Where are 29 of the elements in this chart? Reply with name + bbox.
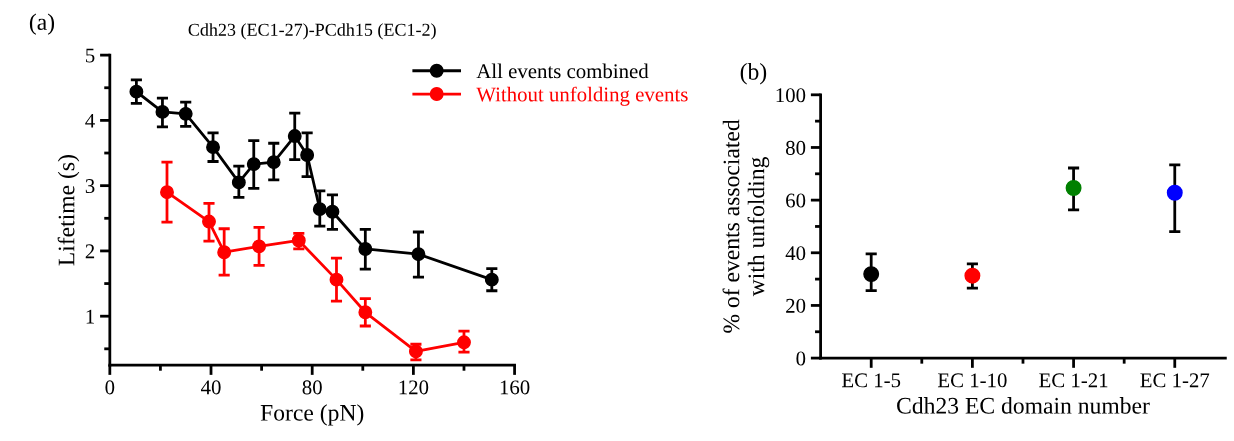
y-tick-label: 1 (86, 309, 94, 324)
x-axis-title: Force (pN) (260, 404, 364, 426)
y-tick-label: 80 (785, 140, 806, 155)
x-tick-label: EC 1-10 (937, 373, 1007, 388)
y-tick-label: 100 (776, 88, 806, 103)
y-axis-title: % of events associated with unfolding (722, 119, 770, 333)
x-tick-label: 120 (399, 380, 429, 395)
text: (b) (740, 63, 767, 85)
chart-title: Cdh23 (EC1-27)-PCdh15 (EC1-2) (188, 23, 436, 40)
y-tick-label: 40 (785, 246, 806, 261)
x-tick-label: 80 (302, 380, 322, 395)
x-tick-label: 160 (500, 380, 530, 395)
y-tick-label: 5 (86, 48, 95, 63)
x-tick-label: EC 1-5 (842, 373, 901, 388)
y-tick-label: 2 (85, 244, 95, 259)
y-axis-title: Lifetime (s) (57, 155, 80, 266)
x-tick-label: EC 1-21 (1039, 373, 1108, 388)
x-tick-label: EC 1-27 (1140, 373, 1210, 388)
y-tick-label: 20 (786, 298, 806, 313)
text: (a) (29, 13, 55, 35)
x-tick-label: 0 (105, 380, 115, 395)
x-axis-title: Cdh23 EC domain number (897, 397, 1150, 414)
legend-label: All events combined (476, 63, 649, 79)
legend-label: Without unfolding events (476, 86, 688, 106)
y-tick-label: 3 (85, 179, 95, 194)
y-tick-label: 0 (796, 351, 806, 366)
y-tick-label: 60 (786, 193, 806, 208)
x-tick-label: 40 (201, 380, 221, 395)
y-tick-label: 4 (85, 113, 95, 128)
